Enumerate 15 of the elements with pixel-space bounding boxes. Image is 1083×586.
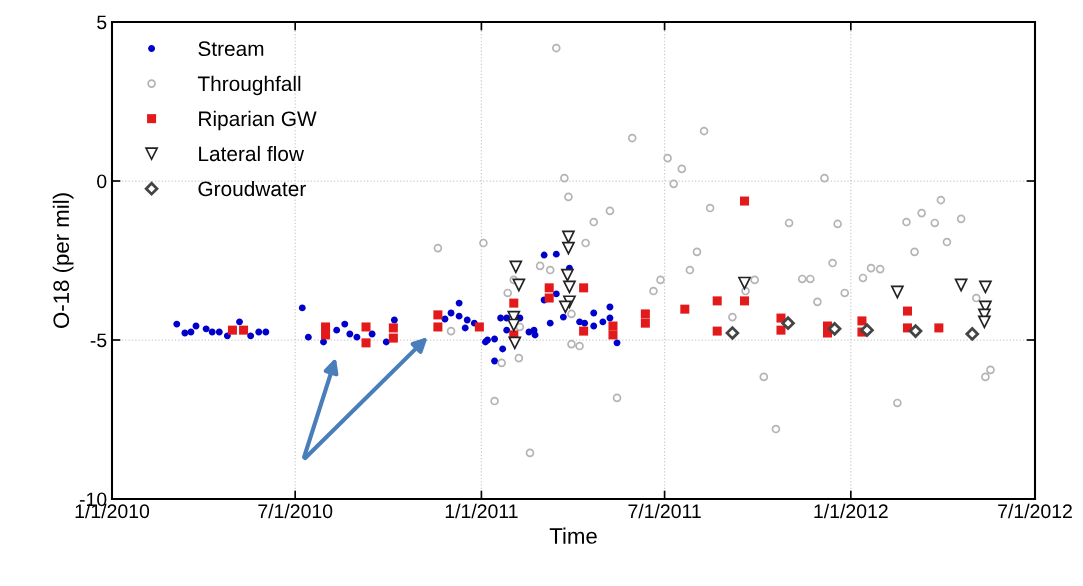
- legend-label: Stream: [198, 41, 264, 57]
- x-tick-label: 7/1/2012: [998, 503, 1072, 519]
- y-tick-label: -5: [90, 333, 107, 348]
- legend-label: Groudwater: [198, 180, 306, 197]
- y-tick-label: 5: [97, 15, 107, 30]
- x-tick-label: 1/1/2012: [814, 503, 888, 519]
- legend-label: Throughfall: [197, 75, 301, 96]
- x-tick-label: 7/1/2011: [628, 503, 701, 519]
- legend-label: Riparian GW: [199, 110, 317, 131]
- x-tick-label: 7/1/2010: [258, 503, 333, 519]
- x-tick-label: 1/1/2011: [445, 503, 518, 519]
- y-tick-label: 0: [97, 174, 107, 189]
- legend-label: Lateral flow: [199, 145, 305, 162]
- y-axis-title: O-18 (per mil): [52, 193, 74, 328]
- x-axis-title: Time: [549, 527, 597, 544]
